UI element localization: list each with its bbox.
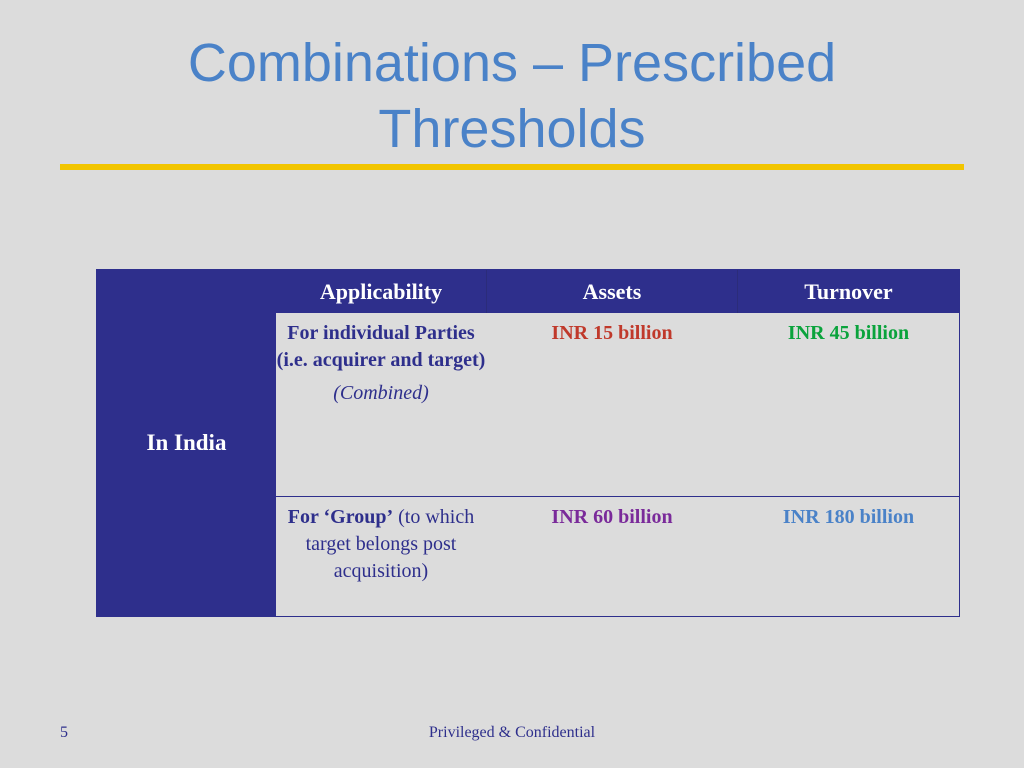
applicability-individual-text: For individual Parties (i.e. acquirer an… [276,322,486,371]
assets-value-group: INR 60 billion [551,506,673,528]
turnover-value-individual: INR 45 billion [787,322,910,344]
page-number: 5 [60,724,68,741]
row-header-in-india: In India [97,270,276,616]
applicability-group-bold: For ‘Group’ [287,506,394,528]
turnover-value-group: INR 180 billion [782,506,915,528]
table-header-row: Applicability Assets Turnover [276,270,959,313]
applicability-combined-note: (Combined) [333,382,429,404]
applicability-cell-individual: For individual Parties (i.e. acquirer an… [276,320,486,407]
header-applicability: Applicability [276,270,487,313]
title-underline [60,164,964,170]
applicability-group-rest: (to which target belongs post acquisitio… [305,506,475,582]
applicability-cell-group: For ‘Group’ (to which target belongs pos… [276,504,486,585]
header-turnover: Turnover [804,278,893,304]
row-divider [276,496,959,497]
slide-title-line-1: Combinations – Prescribed [187,33,837,93]
assets-value-individual: INR 15 billion [551,322,673,344]
thresholds-table: In India Applicability Assets Turnover F… [96,269,960,617]
slide-title: Combinations – Prescribed Thresholds [0,30,1024,162]
footer-confidential: Privileged & Confidential [428,724,596,741]
header-assets: Assets [487,270,738,313]
slide-title-line-2: Thresholds [378,99,646,159]
